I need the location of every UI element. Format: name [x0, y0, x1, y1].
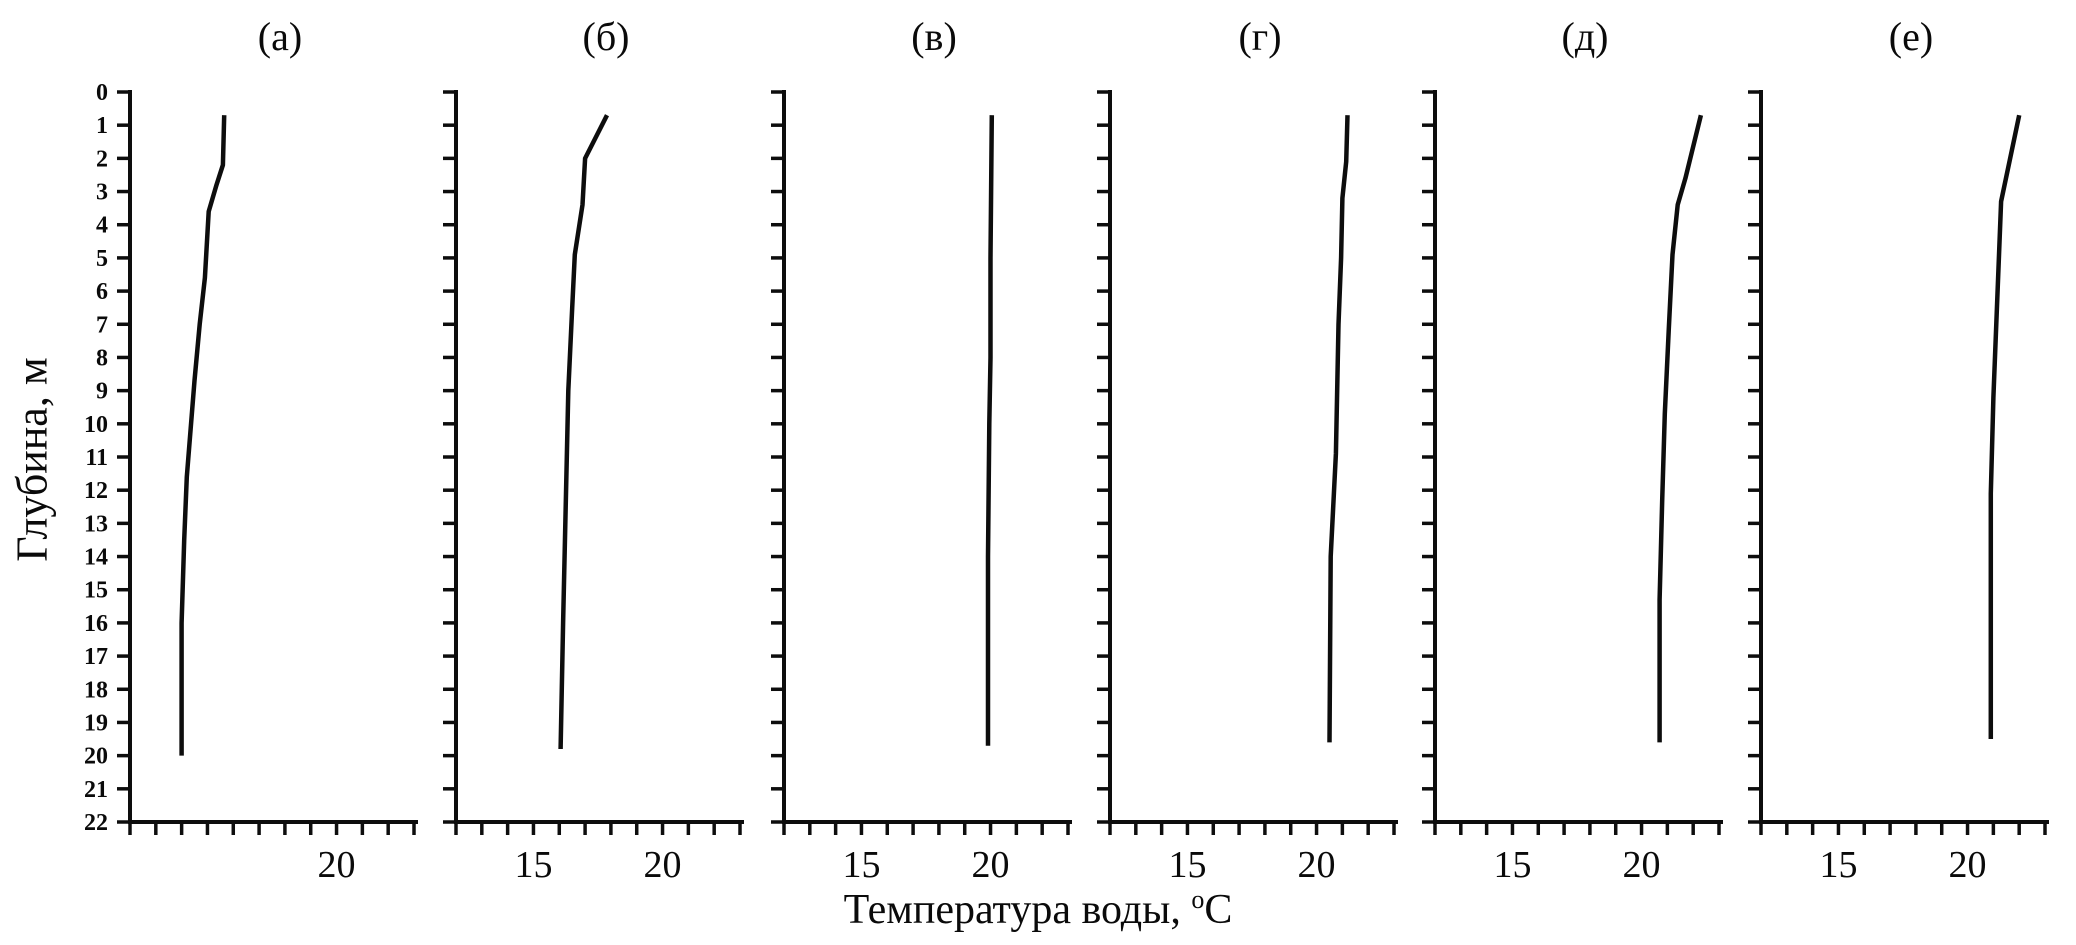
y-tick-label: 14: [84, 545, 108, 571]
y-tick-label: 15: [84, 578, 108, 604]
x-tick-label: 15: [1168, 844, 1206, 886]
panel-title: (а): [258, 14, 302, 59]
panel-title: (д): [1562, 14, 1609, 59]
profile-curve: [1988, 114, 2022, 739]
x-tick-label: 15: [1493, 844, 1531, 886]
panel-title: (г): [1238, 14, 1281, 59]
y-tick-label: 19: [84, 710, 108, 736]
profile-curve: [985, 115, 995, 746]
degree-mark: о: [1191, 885, 1205, 914]
panel-title: (б): [583, 14, 630, 59]
panel-title: (е): [1889, 14, 1933, 59]
y-tick-label: 5: [96, 246, 108, 272]
y-tick-label: 22: [84, 810, 108, 836]
y-tick-label: 13: [84, 511, 108, 537]
profile-curve: [558, 114, 610, 750]
y-tick-label: 0: [96, 80, 108, 106]
x-tick-label: 20: [1298, 844, 1336, 886]
panel-title: (в): [911, 14, 957, 59]
x-axis-title: Температура воды, оС: [843, 885, 1233, 933]
y-tick-label: 21: [84, 777, 108, 803]
y-tick-label: 18: [84, 677, 108, 703]
y-tick-label: 6: [96, 279, 108, 305]
x-tick-label: 15: [1819, 844, 1857, 886]
x-tick-label: 20: [318, 844, 356, 886]
profile-curve: [1657, 114, 1704, 743]
x-tick-label: 20: [644, 844, 682, 886]
y-tick-label: 11: [85, 445, 108, 471]
y-tick-label: 17: [84, 644, 108, 670]
y-tick-label: 8: [96, 345, 108, 371]
y-tick-label: 9: [96, 379, 108, 405]
y-tick-label: 4: [96, 213, 108, 239]
y-axis-title: Глубина, м: [7, 357, 57, 562]
y-tick-label: 3: [96, 180, 108, 206]
y-tick-label: 1: [96, 113, 108, 139]
y-tick-label: 16: [84, 611, 108, 637]
y-tick-label: 10: [84, 412, 108, 438]
x-tick-label: 15: [514, 844, 552, 886]
x-tick-label: 15: [842, 844, 880, 886]
y-tick-label: 12: [84, 478, 108, 504]
profile-curve: [179, 115, 227, 756]
y-tick-label: 2: [96, 146, 108, 172]
x-tick-label: 20: [972, 844, 1010, 886]
x-tick-label: 20: [1623, 844, 1661, 886]
profile-curve: [1327, 115, 1350, 743]
y-tick-label: 20: [84, 744, 108, 770]
y-tick-label: 7: [96, 312, 108, 338]
x-tick-label: 20: [1949, 844, 1987, 886]
